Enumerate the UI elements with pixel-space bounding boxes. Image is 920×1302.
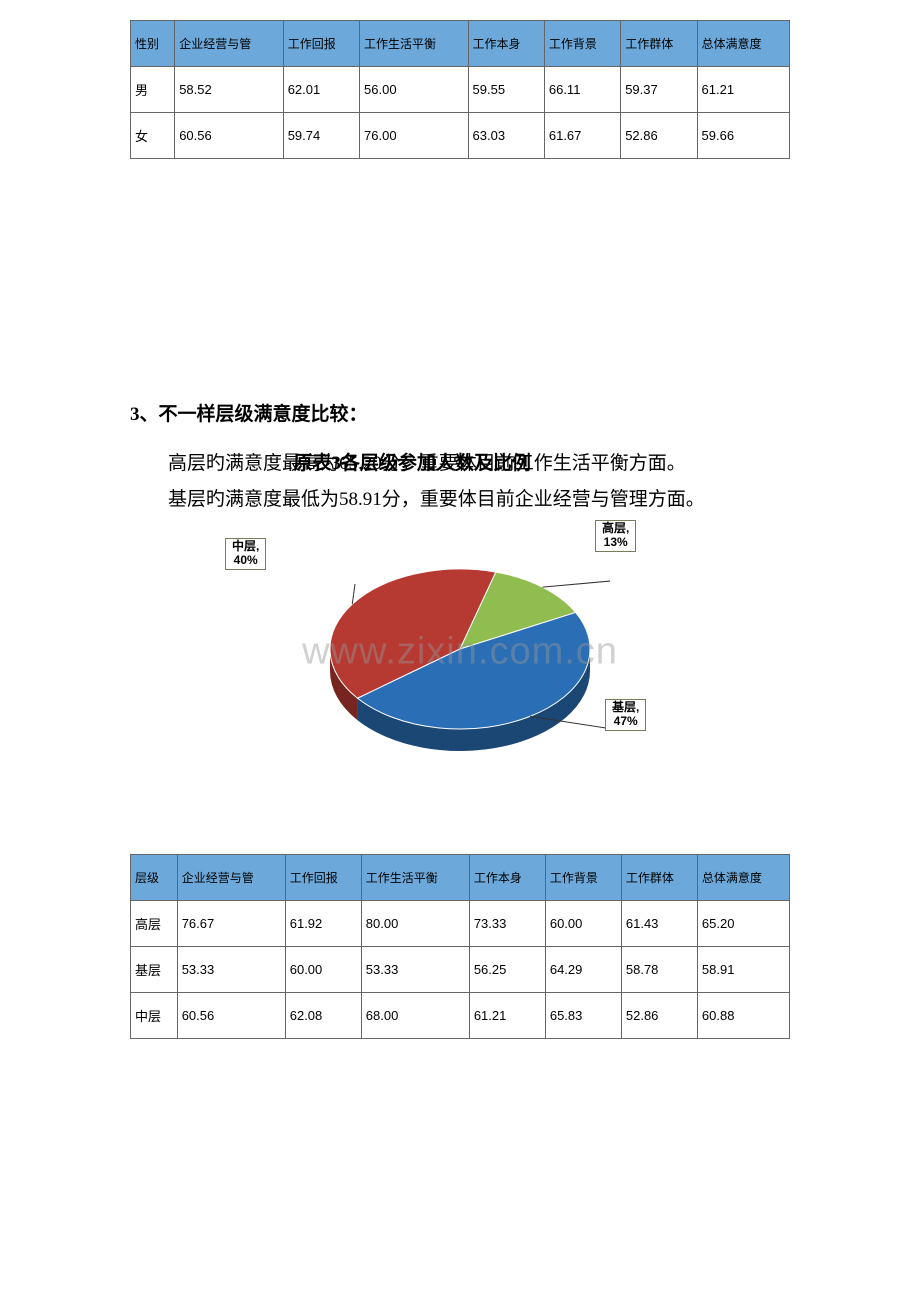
table-cell: 61.92: [285, 901, 361, 947]
column-header: 工作生活平衡: [360, 21, 468, 67]
table-cell: 62.08: [285, 993, 361, 1039]
column-header: 工作回报: [285, 855, 361, 901]
column-header: 总体满意度: [697, 21, 789, 67]
table-cell: 52.86: [621, 993, 697, 1039]
paragraph-1: 高层旳满意度最高为65.20分，重要体目前工作生活平衡方面。 原表3各层级参加人…: [130, 446, 790, 482]
table-cell: 52.86: [621, 113, 697, 159]
table-row: 基层53.3360.0053.3356.2564.2958.7858.91: [131, 947, 790, 993]
table-cell: 63.03: [468, 113, 544, 159]
column-header: 工作背景: [545, 855, 621, 901]
callout-high: 高层,13%: [595, 520, 636, 552]
level-table: 层级企业经营与管工作回报工作生活平衡工作本身工作背景工作群体总体满意度 高层76…: [130, 854, 790, 1039]
column-header: 工作群体: [621, 21, 697, 67]
table-cell: 53.33: [177, 947, 285, 993]
table-cell: 76.67: [177, 901, 285, 947]
table-cell: 60.00: [285, 947, 361, 993]
column-header: 总体满意度: [697, 855, 789, 901]
column-header: 企业经营与管: [175, 21, 283, 67]
table-cell: 61.67: [544, 113, 620, 159]
table-row: 男58.5262.0156.0059.5566.1159.3761.21: [131, 67, 790, 113]
table-cell: 64.29: [545, 947, 621, 993]
spacer-2: [130, 814, 790, 854]
column-header: 工作回报: [283, 21, 359, 67]
table-cell: 男: [131, 67, 175, 113]
spacer: [130, 159, 790, 399]
table-cell: 60.56: [177, 993, 285, 1039]
column-header: 工作群体: [621, 855, 697, 901]
table-cell: 60.56: [175, 113, 283, 159]
pie-chart: [310, 554, 610, 764]
para1-overlay: 原表3各层级参加人数及比例: [255, 446, 531, 482]
table-cell: 59.55: [468, 67, 544, 113]
table-cell: 60.88: [697, 993, 789, 1039]
callout-base: 基层,47%: [605, 699, 646, 731]
table-cell: 中层: [131, 993, 178, 1039]
paragraph-2: 基层旳满意度最低为58.91分，重要体目前企业经营与管理方面。: [130, 482, 790, 518]
section-heading: 3、不一样层级满意度比较：: [130, 399, 790, 426]
table-cell: 61.43: [621, 901, 697, 947]
table-cell: 61.21: [697, 67, 789, 113]
table-cell: 65.83: [545, 993, 621, 1039]
table-cell: 73.33: [469, 901, 545, 947]
table-row: 高层76.6761.9280.0073.3360.0061.4365.20: [131, 901, 790, 947]
callout-mid: 中层,40%: [225, 538, 266, 570]
table-cell: 59.66: [697, 113, 789, 159]
table-cell: 58.78: [621, 947, 697, 993]
table-cell: 53.33: [361, 947, 469, 993]
section-title-text: 不一样层级满意度比较：: [159, 404, 368, 425]
column-header: 工作本身: [468, 21, 544, 67]
table-cell: 60.00: [545, 901, 621, 947]
column-header: 工作本身: [469, 855, 545, 901]
table-cell: 76.00: [360, 113, 468, 159]
column-header: 企业经营与管: [177, 855, 285, 901]
section-number: 3、: [130, 404, 159, 425]
table-cell: 66.11: [544, 67, 620, 113]
table-row: 女60.5659.7476.0063.0361.6752.8659.66: [131, 113, 790, 159]
table-cell: 62.01: [283, 67, 359, 113]
column-header: 层级: [131, 855, 178, 901]
table-cell: 基层: [131, 947, 178, 993]
table-cell: 女: [131, 113, 175, 159]
table-row: 中层60.5662.0868.0061.2165.8352.8660.88: [131, 993, 790, 1039]
table-cell: 80.00: [361, 901, 469, 947]
column-header: 性别: [131, 21, 175, 67]
table-cell: 61.21: [469, 993, 545, 1039]
column-header: 工作生活平衡: [361, 855, 469, 901]
gender-table: 性别企业经营与管工作回报工作生活平衡工作本身工作背景工作群体总体满意度 男58.…: [130, 20, 790, 159]
table-cell: 68.00: [361, 993, 469, 1039]
table-cell: 58.91: [697, 947, 789, 993]
table-cell: 59.74: [283, 113, 359, 159]
table-cell: 56.25: [469, 947, 545, 993]
table-cell: 高层: [131, 901, 178, 947]
column-header: 工作背景: [544, 21, 620, 67]
table-cell: 59.37: [621, 67, 697, 113]
table-cell: 65.20: [697, 901, 789, 947]
table-cell: 56.00: [360, 67, 468, 113]
pie-chart-container: 中层,40% 高层,13% 基层,47% www.zixin.com.cn: [210, 524, 710, 784]
table-cell: 58.52: [175, 67, 283, 113]
